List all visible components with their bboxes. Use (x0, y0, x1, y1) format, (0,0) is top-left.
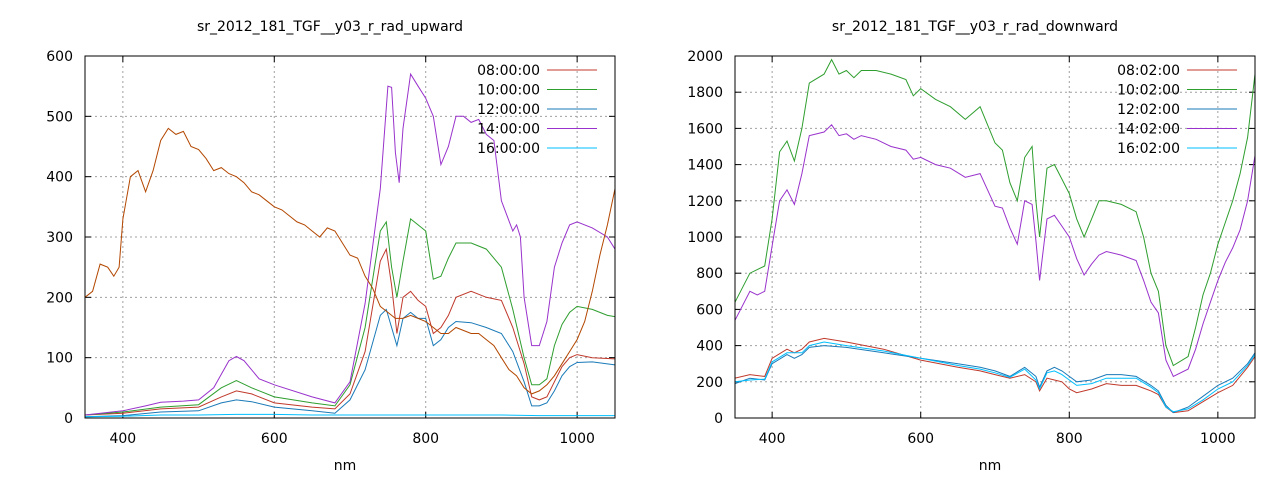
downward-x-tick-label: 800 (1056, 431, 1083, 447)
downward-plot-frame (734, 55, 1256, 419)
downward-y-tick-label: 400 (696, 339, 723, 355)
downward-y-tick-label: 1000 (687, 230, 723, 246)
upward-y-tick-label: 500 (46, 109, 73, 125)
upward-x-tick-label: 600 (261, 431, 288, 447)
downward-y-tick-label: 1600 (687, 121, 723, 137)
upward-series-line-14-00-00 (85, 72, 615, 416)
downward-legend-label: 16:02:00 (1117, 141, 1180, 157)
downward-chart: sr_2012_181_TGF__y03_r_rad_downward 400 60… (687, 19, 1256, 474)
downward-series-line-08-02-00 (735, 337, 1255, 414)
upward-series-line-10-00-00 (85, 217, 615, 416)
upward-legend-label: 10:00:00 (477, 83, 540, 99)
downward-y-tick-label: 600 (696, 302, 723, 318)
upward-series-line-12-00-00 (85, 308, 615, 418)
downward-y-tick-label: 800 (696, 266, 723, 282)
upward-chart-panel: sr_2012_181_TGF__y03_r_rad_upward 400 600 8… (0, 0, 640, 480)
downward-x-tick-label: 400 (759, 431, 786, 447)
upward-chart: sr_2012_181_TGF__y03_r_rad_upward 400 600 8… (46, 19, 616, 474)
upward-series-line-unlabeled-5 (85, 127, 615, 395)
upward-series-line-08-00-00 (85, 247, 615, 416)
upward-chart-title: sr_2012_181_TGF__y03_r_rad_upward (197, 19, 463, 35)
downward-legend-label: 08:02:00 (1117, 63, 1180, 79)
upward-plot-frame (84, 55, 616, 419)
downward-x-axis-label: nm (979, 458, 1002, 474)
upward-x-axis-label: nm (334, 458, 357, 474)
downward-legend-label: 14:02:00 (1117, 122, 1180, 138)
downward-legend-label: 12:02:00 (1117, 102, 1180, 118)
downward-y-tick-label: 0 (714, 411, 723, 427)
downward-legend-label: 10:02:00 (1117, 83, 1180, 99)
downward-y-tick-label: 1800 (687, 85, 723, 101)
downward-y-tick-label: 200 (696, 375, 723, 391)
downward-series-line-10-02-00 (735, 58, 1255, 367)
downward-series-line-16-02-00 (735, 341, 1255, 413)
downward-y-tick-label: 1200 (687, 194, 723, 210)
downward-x-tick-label: 1000 (1200, 431, 1236, 447)
upward-series-line-16-00-00 (85, 413, 615, 418)
downward-chart-panel: sr_2012_181_TGF__y03_r_rad_downward 400 60… (640, 0, 1280, 480)
upward-x-tick-label: 1000 (559, 431, 595, 447)
upward-legend-label: 08:00:00 (477, 63, 540, 79)
upward-x-tick-label: 400 (109, 431, 136, 447)
downward-x-tick-label: 600 (907, 431, 934, 447)
upward-y-tick-label: 100 (46, 351, 73, 367)
upward-legend-label: 16:00:00 (477, 141, 540, 157)
upward-legend-label: 12:00:00 (477, 102, 540, 118)
upward-x-tick-label: 800 (412, 431, 439, 447)
downward-y-tick-label: 2000 (687, 49, 723, 65)
upward-y-tick-label: 300 (46, 230, 73, 246)
downward-series-line-12-02-00 (735, 345, 1255, 414)
upward-y-tick-label: 400 (46, 170, 73, 186)
upward-y-tick-label: 0 (64, 411, 73, 427)
upward-y-tick-label: 200 (46, 290, 73, 306)
downward-series-line-14-02-00 (735, 124, 1255, 378)
downward-y-tick-label: 1400 (687, 158, 723, 174)
upward-legend-label: 14:00:00 (477, 122, 540, 138)
upward-y-tick-label: 600 (46, 49, 73, 65)
downward-chart-title: sr_2012_181_TGF__y03_r_rad_downward (832, 19, 1118, 35)
